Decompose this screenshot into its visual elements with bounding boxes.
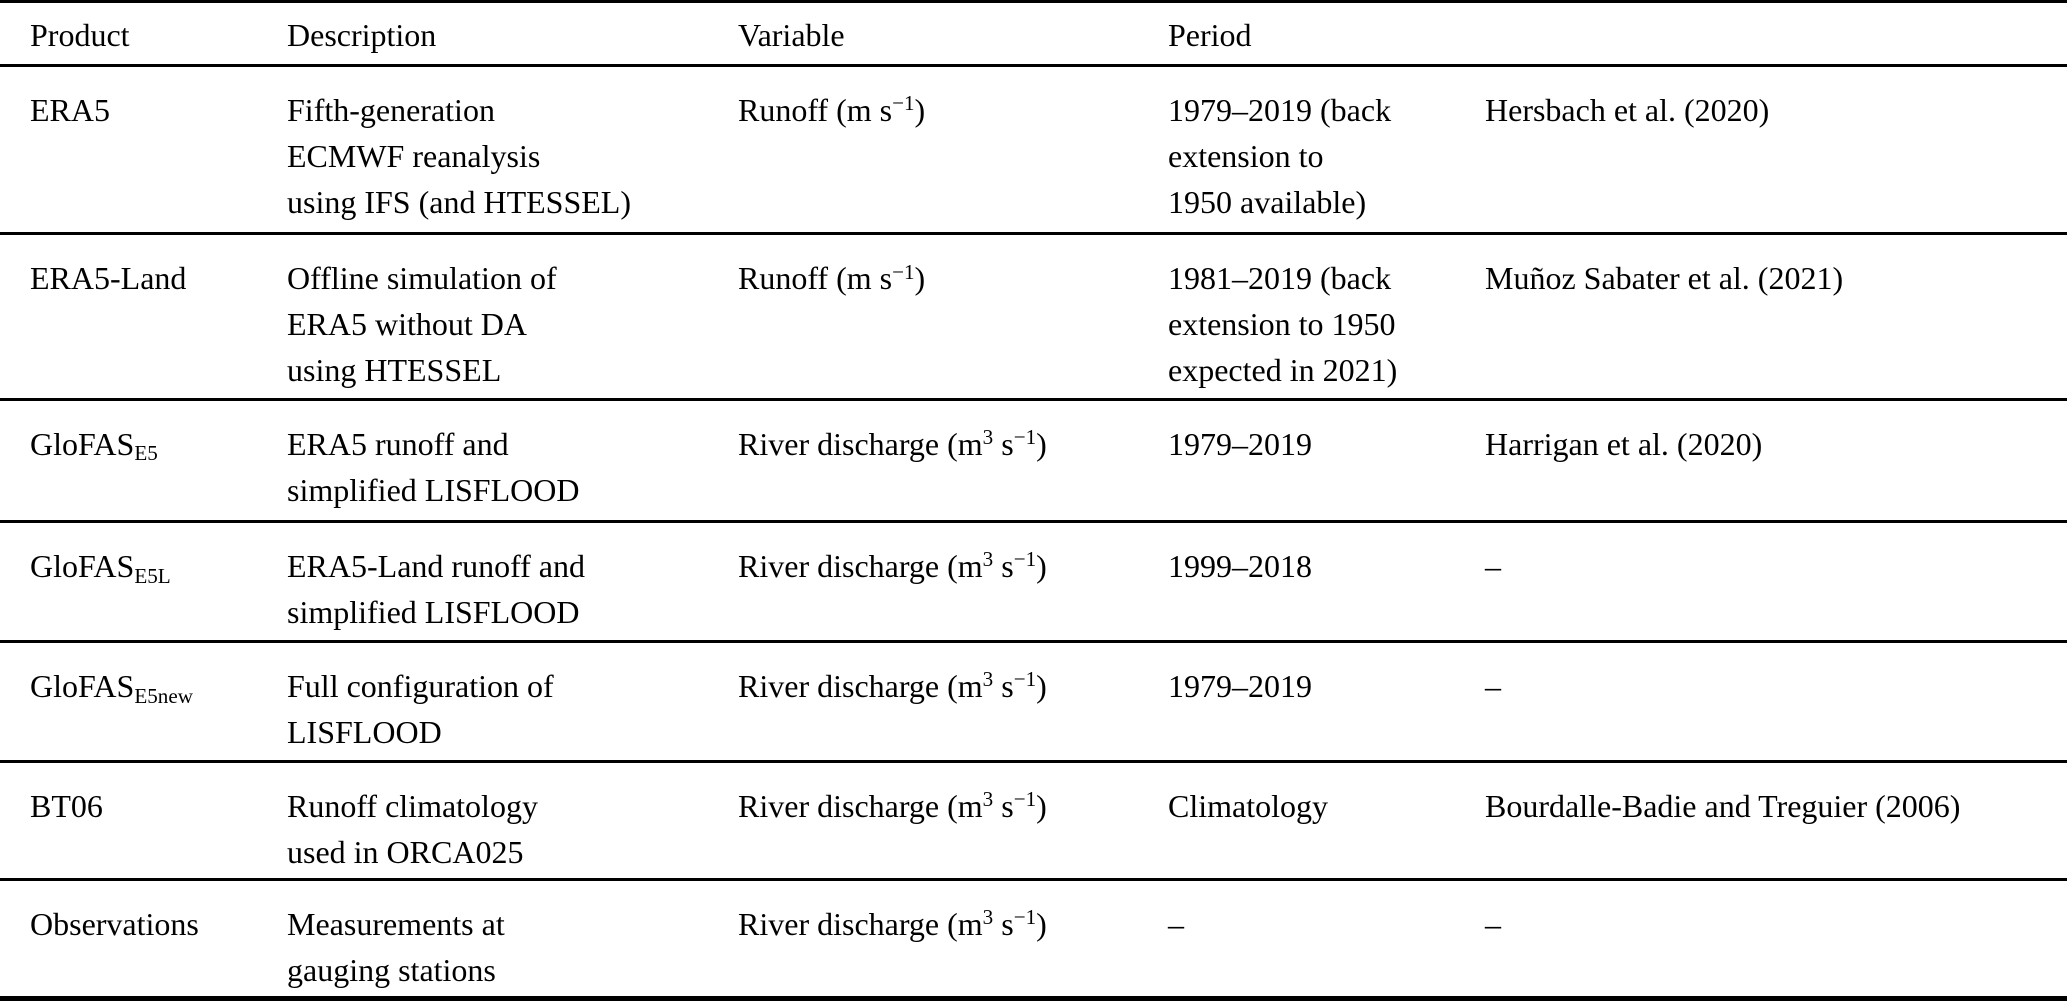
period-cell: Climatology bbox=[1168, 787, 1328, 824]
product-cell: ERA5 bbox=[30, 92, 110, 128]
variable-cell: Runoff (m s−1) bbox=[738, 259, 926, 297]
variable-cell: Runoff (m s−1) bbox=[738, 91, 926, 128]
reference-cell: Muñoz Sabater et al. (2021) bbox=[1485, 260, 1844, 297]
product-cell: GloFASE5L bbox=[30, 547, 171, 588]
product-cell: GloFASE5new bbox=[30, 667, 193, 708]
period-cell: 1979–2019 (back extension to 1950 availabl… bbox=[1168, 92, 1392, 220]
description-cell: Fifth-generation ECMWF reanalysis using IF… bbox=[287, 92, 631, 220]
table-row: GloFASE5new Full configuration of LISFLOOD… bbox=[0, 641, 2067, 762]
table-row: GloFASE5L ERA5-Land runoff and simplified … bbox=[0, 521, 2067, 642]
table-row: GloFASE5 ERA5 runoff and simplified LISFLO… bbox=[0, 399, 2067, 522]
header-row: Product Description Variable Period bbox=[0, 2, 2067, 66]
reference-cell: Harrigan et al. (2020) bbox=[1485, 425, 1763, 462]
description-cell: Measurements at gauging stations bbox=[287, 905, 505, 988]
description-cell: ERA5-Land runoff and simplified LISFLOOD bbox=[287, 547, 585, 630]
reference-cell: Hersbach et al. (2020) bbox=[1485, 92, 1770, 128]
col-header-description: Description bbox=[287, 17, 437, 53]
reference-cell: – bbox=[1485, 667, 1501, 704]
period-cell: – bbox=[1168, 905, 1184, 942]
variable-cell: River discharge (m3 s−1) bbox=[738, 905, 1047, 942]
variable-cell: River discharge (m3 s−1) bbox=[738, 787, 1047, 824]
period-cell: 1981–2019 (back extension to 1950 expected… bbox=[1168, 260, 1398, 389]
variable-cell: River discharge (m3 s−1) bbox=[738, 547, 1047, 584]
product-cell: ERA5-Land bbox=[30, 260, 187, 297]
description-cell: Runoff climatology used in ORCA025 bbox=[287, 787, 538, 870]
reference-cell: – bbox=[1485, 547, 1501, 584]
period-cell: 1999–2018 bbox=[1168, 547, 1312, 584]
col-header-reference bbox=[1485, 2, 2067, 66]
period-cell: 1979–2019 bbox=[1168, 425, 1312, 462]
variable-cell: River discharge (m3 s−1) bbox=[738, 425, 1047, 462]
reference-cell: – bbox=[1485, 905, 1501, 942]
col-header-product: Product bbox=[30, 17, 130, 53]
table-body: ERA5 Fifth-generation ECMWF reanalysis usin… bbox=[0, 66, 2067, 999]
product-cell: GloFASE5 bbox=[30, 425, 158, 466]
table-row: BT06 Runoff climatology used in ORCA025 Riv… bbox=[0, 761, 2067, 880]
description-cell: ERA5 runoff and simplified LISFLOOD bbox=[287, 425, 580, 508]
table-row: ERA5-Land Offline simulation of ERA5 witho… bbox=[0, 234, 2067, 400]
period-cell: 1979–2019 bbox=[1168, 667, 1312, 704]
product-cell: BT06 bbox=[30, 787, 103, 824]
table-row: Observations Measurements at gauging stati… bbox=[0, 879, 2067, 998]
col-header-variable: Variable bbox=[738, 17, 845, 53]
col-header-period: Period bbox=[1168, 17, 1252, 53]
reference-cell: Bourdalle-Badie and Treguier (2006) bbox=[1485, 787, 1961, 824]
table-row: ERA5 Fifth-generation ECMWF reanalysis usin… bbox=[0, 66, 2067, 234]
variable-cell: River discharge (m3 s−1) bbox=[738, 667, 1047, 704]
description-cell: Offline simulation of ERA5 without DA usin… bbox=[287, 260, 557, 389]
product-cell: Observations bbox=[30, 905, 199, 942]
description-cell: Full configuration of LISFLOOD bbox=[287, 667, 554, 750]
